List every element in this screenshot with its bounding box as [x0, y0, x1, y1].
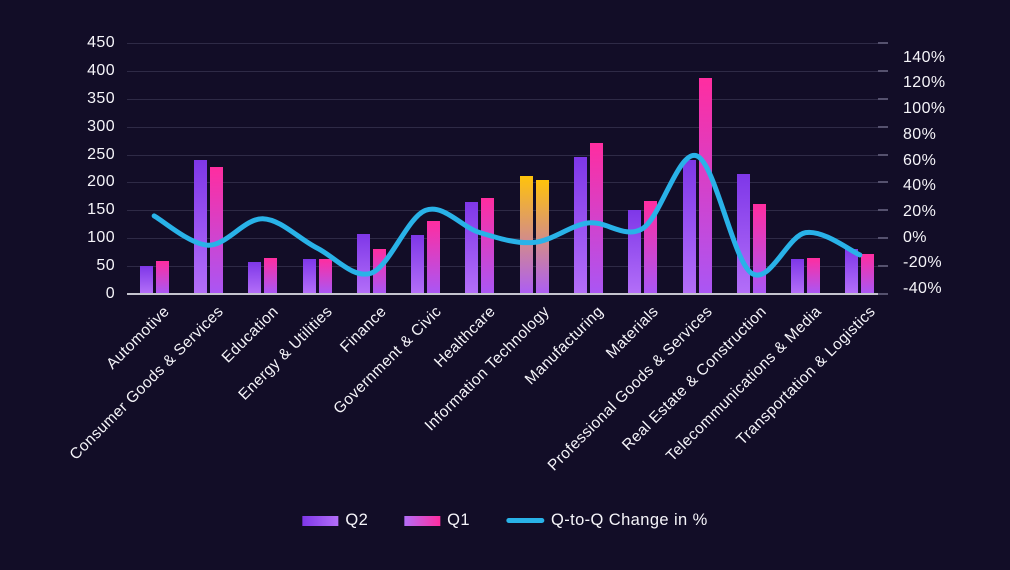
right-axis-tick [878, 69, 888, 72]
gridline [127, 70, 887, 72]
bar-q1-energy-utilities[interactable] [318, 259, 332, 293]
bar-q1-professional-goods-services[interactable] [698, 77, 712, 293]
right-axis-tick-label: -40% [903, 280, 942, 297]
right-axis-tick [878, 42, 888, 44]
bar-q1-materials[interactable] [644, 200, 658, 293]
bar-q1-healthcare[interactable] [481, 198, 495, 293]
bar-q1-finance[interactable] [372, 249, 386, 293]
bar-q1-real-estate-construction[interactable] [752, 203, 766, 293]
right-axis-tick [878, 293, 888, 295]
gridline [127, 154, 887, 156]
gridline [127, 43, 887, 44]
bar-q2-automotive[interactable] [139, 266, 153, 293]
gridline [127, 182, 887, 184]
bar-q2-telecommunications-media[interactable] [791, 259, 805, 293]
bar-q1-government-civic[interactable] [427, 221, 441, 293]
legend: Q2 Q1 Q-to-Q Change in % [302, 511, 707, 530]
bar-q1-information-technology[interactable] [535, 179, 549, 293]
right-axis-tick [878, 181, 888, 184]
gridline [127, 210, 887, 212]
bar-q2-government-civic[interactable] [411, 235, 425, 293]
left-axis-tick-label: 350 [87, 89, 115, 107]
bar-q2-finance[interactable] [356, 234, 370, 293]
bar-q2-information-technology[interactable] [519, 175, 533, 293]
right-axis-tick-label: 20% [903, 202, 937, 220]
right-axis-tick-label: -20% [903, 254, 942, 272]
bar-q2-materials[interactable] [628, 210, 642, 293]
line-swatch-icon [505, 518, 544, 523]
legend-item-q2[interactable]: Q2 [302, 511, 368, 530]
right-axis-tick-label: 60% [903, 151, 937, 169]
bar-q2-real-estate-construction[interactable] [736, 174, 750, 293]
right-axis-tick [878, 125, 888, 128]
legend-label-qtoq-change: Q-to-Q Change in % [550, 511, 708, 529]
left-axis-tick-label: 300 [87, 117, 115, 135]
x-axis-label-energy-utilities: Energy & Utilities [235, 303, 337, 404]
left-axis-tick-label: 50 [96, 257, 115, 275]
left-axis-tick-label: 250 [87, 145, 115, 163]
bar-q2-manufacturing[interactable] [573, 157, 587, 293]
right-axis-tick [878, 209, 888, 212]
left-axis-tick-label: 200 [87, 173, 115, 191]
legend-item-qtoq-change[interactable]: Q-to-Q Change in % [505, 511, 708, 530]
right-axis-tick [878, 265, 888, 268]
left-axis-tick-label: 450 [87, 34, 115, 51]
bar-q1-telecommunications-media[interactable] [807, 257, 821, 293]
right-axis-tick-label: 120% [903, 74, 946, 92]
bar-q1-education[interactable] [264, 257, 278, 293]
left-axis-tick-label: 0 [105, 285, 115, 302]
gridline [127, 266, 887, 268]
gridline [127, 238, 887, 240]
bar-q2-education[interactable] [248, 262, 262, 293]
left-axis-tick-label: 150 [87, 201, 115, 219]
bar-q1-consumer-goods-services[interactable] [209, 166, 223, 293]
right-axis-tick-label: 100% [903, 100, 946, 118]
right-axis-tick-label: 140% [903, 48, 946, 66]
bar-q2-consumer-goods-services[interactable] [193, 160, 207, 293]
q2-swatch-icon [302, 515, 339, 526]
legend-label-q1: Q1 [447, 511, 470, 529]
legend-label-q2: Q2 [345, 511, 369, 529]
bar-q1-automotive[interactable] [155, 260, 169, 293]
x-axis-label-finance: Finance [337, 303, 391, 356]
left-axis-tick-label: 100 [87, 229, 115, 247]
bar-q2-professional-goods-services[interactable] [682, 160, 696, 293]
legend-item-q1[interactable]: Q1 [404, 511, 470, 530]
q1-swatch-icon [404, 515, 441, 526]
bar-q1-transportation-logistics[interactable] [861, 253, 875, 293]
x-axis-baseline [127, 293, 887, 295]
gridline [127, 98, 887, 100]
gridline [127, 126, 887, 128]
bar-q1-manufacturing[interactable] [589, 143, 603, 293]
x-axis-label-government-civic: Government & Civic [330, 303, 445, 418]
bar-q2-transportation-logistics[interactable] [845, 249, 859, 293]
left-axis-tick-label: 400 [87, 61, 115, 79]
right-axis-tick-label: 40% [903, 177, 937, 195]
right-axis-tick-label: 80% [903, 125, 937, 143]
right-axis-tick [878, 237, 888, 240]
right-axis-tick-label: 0% [903, 228, 927, 246]
bar-q2-energy-utilities[interactable] [302, 259, 316, 293]
right-axis-tick [878, 153, 888, 156]
bar-q2-healthcare[interactable] [465, 201, 479, 293]
right-axis-tick [878, 97, 888, 100]
